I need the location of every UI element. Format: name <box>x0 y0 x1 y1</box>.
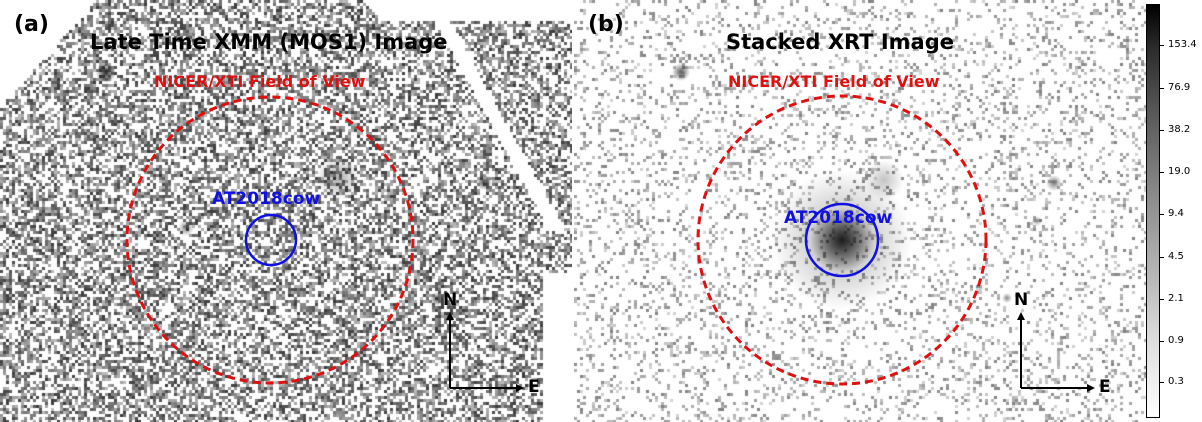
colorbar-tick <box>1160 382 1164 383</box>
panel-title: Late Time XMM (MOS1) Image <box>90 30 448 54</box>
panel-letter: (b) <box>588 12 624 37</box>
colorbar-tick-label: 76.9 <box>1168 82 1191 93</box>
source-circle <box>244 213 298 267</box>
colorbar-tick-label: 9.4 <box>1168 208 1184 219</box>
xrt-noise-image <box>574 0 1146 422</box>
north-arrow-head <box>1017 312 1025 320</box>
source-label: AT2018cow <box>784 208 893 228</box>
east-label: E <box>1099 377 1111 397</box>
colorbar-tick <box>1160 341 1164 342</box>
colorbar-tick <box>1160 130 1164 131</box>
colorbar-tick <box>1160 299 1164 300</box>
colorbar-tick-label: 0.9 <box>1168 335 1184 346</box>
fov-circle <box>125 95 415 385</box>
xmm-image-panel: (a) Late Time XMM (MOS1) Image NICER/XTI… <box>0 0 572 422</box>
colorbar-tick-label: 38.2 <box>1168 124 1191 135</box>
east-arrow-head <box>516 384 524 392</box>
north-arrow-head <box>446 312 454 320</box>
panel-title: Stacked XRT Image <box>726 30 954 54</box>
north-label: N <box>1014 290 1029 310</box>
colorbar-tick-label: 0.3 <box>1168 376 1184 387</box>
colorbar-tick <box>1160 88 1164 89</box>
colorbar-tick <box>1160 214 1164 215</box>
colorbar-tick-label: 19.0 <box>1168 166 1191 177</box>
colorbar-tick <box>1160 45 1164 46</box>
xrt-overlay <box>696 94 1095 392</box>
colorbar-tick <box>1160 257 1164 258</box>
colorbar-tick <box>1160 172 1164 173</box>
source-circle <box>804 202 880 278</box>
xmm-noise-image <box>0 0 572 422</box>
xrt-image-panel: (b) Stacked XRT Image NICER/XTI Field of… <box>574 0 1146 422</box>
east-arrow-head <box>1087 384 1095 392</box>
colorbar-gradient <box>1146 4 1160 418</box>
panel-letter: (a) <box>14 12 49 37</box>
source-label: AT2018cow <box>212 189 321 209</box>
colorbar-tick-label: 4.5 <box>1168 251 1184 262</box>
fov-label: NICER/XTI Field of View <box>154 72 366 91</box>
colorbar-tick-label: 2.1 <box>1168 293 1184 304</box>
fov-circle <box>696 94 988 386</box>
xmm-overlay <box>125 95 524 392</box>
colorbar-tick-label: 153.4 <box>1168 39 1197 50</box>
fov-label: NICER/XTI Field of View <box>728 72 940 91</box>
colorbar: 153.4 76.9 38.2 19.0 9.4 4.5 2.1 0.9 0.3 <box>1146 4 1202 418</box>
north-label: N <box>443 290 458 310</box>
east-label: E <box>528 377 540 397</box>
